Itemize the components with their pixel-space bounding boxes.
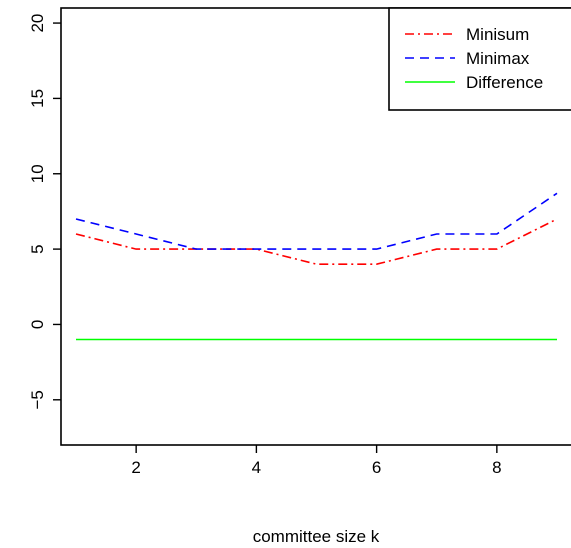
plot-frame [60,7,571,446]
legend-label: Minimax [466,49,530,68]
x-tick-label: 8 [492,458,501,477]
y-tick-label: 10 [28,164,47,183]
x-axis-label: committee size k [253,527,380,546]
series-line-minimax [75,192,558,250]
y-tick-label: 5 [28,244,47,253]
y-tick-label: 20 [28,14,47,33]
legend-box [388,7,571,111]
series-line-minisum [75,218,558,266]
y-tick-label: 15 [28,89,47,108]
legend-label: Difference [466,73,543,92]
axis-ticks: 2 4 6 8 −5 0 5 10 15 20 [28,14,502,477]
legend: Minisum Minimax Difference [388,7,571,111]
y-tick-label: −5 [28,390,47,409]
x-tick-label: 4 [252,458,261,477]
x-tick-label: 2 [131,458,140,477]
x-tick-label: 6 [372,458,381,477]
y-tick-label: 0 [28,320,47,329]
legend-label: Minisum [466,25,529,44]
series-lines [75,192,558,341]
